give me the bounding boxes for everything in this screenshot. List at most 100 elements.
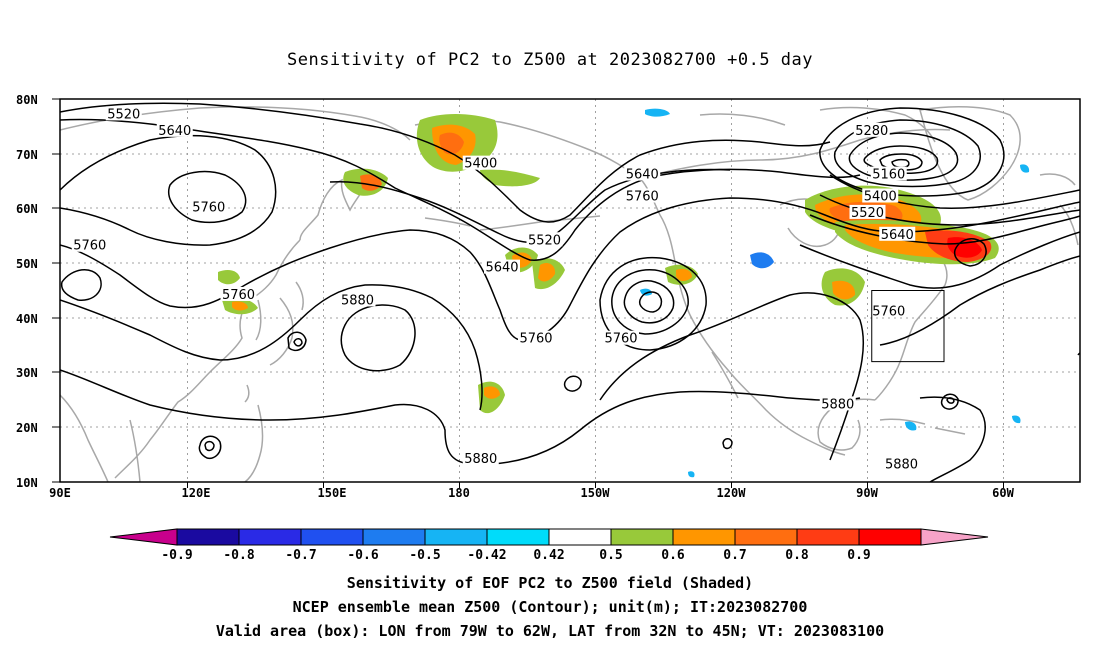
colorbar-label: 0.42 — [533, 548, 564, 563]
lon-label-120w: 120W — [717, 486, 747, 500]
contour-label-bg — [462, 155, 499, 170]
colorbar-label: 0.8 — [785, 548, 809, 563]
shade-orange-nep — [676, 268, 692, 282]
lon-label-150e: 150E — [318, 486, 347, 500]
colorbar-label: -0.42 — [467, 548, 506, 563]
contour-label-bg — [862, 188, 899, 203]
colorbar-label: 0.6 — [661, 548, 685, 563]
contour-label: 5640 — [881, 228, 914, 243]
lon-label-180: 180 — [448, 486, 470, 500]
lon-label-60w: 60W — [992, 486, 1014, 500]
shade-green-asia — [218, 270, 240, 285]
colorbar-box — [672, 528, 736, 546]
contour-label-bg — [518, 330, 554, 345]
colorbar-label: -0.7 — [285, 548, 316, 563]
contour-label: 5880 — [464, 452, 497, 467]
footer-line-1: Sensitivity of EOF PC2 to Z500 field (Sh… — [346, 574, 754, 592]
lat-label-50n: 50N — [16, 257, 38, 271]
contour-label-bg — [526, 232, 563, 247]
contour-label-bg — [853, 122, 890, 137]
colorbar-box — [176, 528, 240, 546]
longitude-axis: 90E 120E 150E 180 150W 120W 90W 60W — [49, 482, 1015, 500]
shade-orange-japan — [232, 301, 248, 311]
contour-label-bg — [156, 122, 193, 137]
contour-label-bg — [624, 188, 661, 203]
colorbar-label: 0.5 — [599, 548, 622, 563]
lat-label-60n: 60N — [16, 202, 38, 216]
colorbar-max-triangle — [920, 528, 989, 546]
footer-line-2: NCEP ensemble mean Z500 (Contour); unit(… — [292, 598, 808, 616]
contour-label-bg — [603, 330, 639, 345]
contour-label: 5760 — [604, 332, 637, 347]
contour-label-bg — [883, 456, 920, 471]
lon-label-150w: 150W — [581, 486, 611, 500]
contour-label: 5640 — [626, 168, 659, 183]
colorbar-label: 0.7 — [723, 548, 746, 563]
colorbar-label: -0.5 — [409, 548, 440, 563]
shade-cyan-pac2 — [688, 471, 695, 478]
valid-area-box — [871, 290, 945, 363]
contour-label: 5520 — [851, 206, 884, 221]
contour-label: 5880 — [341, 293, 374, 308]
shade-green-alaska — [480, 169, 540, 187]
contour-label: 5760 — [519, 332, 552, 347]
contour-label: 5640 — [158, 124, 191, 139]
colorbar-box — [300, 528, 364, 546]
lon-label-120e: 120E — [182, 486, 211, 500]
contour-label: 5400 — [464, 157, 497, 172]
contour-label: 5280 — [855, 124, 888, 139]
colorbar-box — [796, 528, 860, 546]
lat-label-40n: 40N — [16, 312, 38, 326]
colorbar-min-triangle — [109, 528, 178, 546]
colorbar-label: -0.9 — [161, 548, 192, 563]
lat-label-10n: 10N — [16, 476, 38, 490]
contour-label-bg — [220, 286, 257, 301]
contour-label-bg — [870, 166, 907, 181]
contour-label-bg — [484, 259, 520, 274]
shade-orange-kamchatka — [360, 174, 382, 191]
contour-label: 5760 — [872, 304, 905, 319]
lat-label-30n: 30N — [16, 366, 38, 380]
contour-label: 5760 — [73, 239, 106, 254]
lat-label-20n: 20N — [16, 421, 38, 435]
chart-title: Sensitivity of PC2 to Z500 at 2023082700… — [286, 50, 813, 70]
lat-label-70n: 70N — [16, 148, 38, 162]
contour-label: 5640 — [485, 261, 518, 276]
shade-cyan-arctic — [645, 108, 670, 117]
contour-label: 5760 — [192, 200, 225, 215]
contour-label: 5760 — [626, 189, 659, 204]
contour-label-bg — [339, 292, 376, 307]
colorbar-box — [858, 528, 922, 546]
shade-orange-lakes — [832, 280, 856, 300]
shade-orange-pac1 — [484, 386, 500, 399]
contour-label: 5160 — [872, 168, 905, 183]
latitude-axis: 80N 70N 60N 50N 40N 30N 20N 10N — [16, 93, 60, 490]
contour-label: 5760 — [222, 288, 255, 303]
graticule — [60, 99, 1080, 482]
colorbar-box — [486, 528, 550, 546]
colorbar-box — [238, 528, 302, 546]
contour-labels: 5520 5640 5760 5760 5760 5880 5400 5520 5640 5760… — [71, 106, 920, 473]
shade-cyan-carib2 — [1012, 415, 1021, 424]
contour-label-bg — [624, 166, 661, 181]
colorbar-label: -0.8 — [223, 548, 254, 563]
colorbar-label: -0.6 — [347, 548, 378, 563]
contour-label-bg — [849, 204, 886, 219]
colorbar-box — [548, 528, 612, 546]
colorbar-box — [362, 528, 426, 546]
contour-label-bg — [879, 226, 916, 241]
contour-label-bg — [870, 303, 907, 318]
shade-cyan-pac — [640, 288, 652, 296]
lon-label-90w: 90W — [856, 486, 878, 500]
contour-label-bg — [105, 106, 142, 121]
colorbar-label: 0.9 — [847, 548, 870, 563]
z500-contours — [60, 102, 1080, 482]
contour-label: 5520 — [107, 107, 140, 122]
contour-label: 5880 — [821, 397, 854, 412]
contour-label-bg — [71, 237, 108, 252]
colorbar-box — [610, 528, 674, 546]
colorbar-box — [424, 528, 488, 546]
shade-cyan-atl — [1020, 164, 1030, 173]
footer-line-3: Valid area (box): LON from 79W to 62W, L… — [215, 622, 885, 640]
